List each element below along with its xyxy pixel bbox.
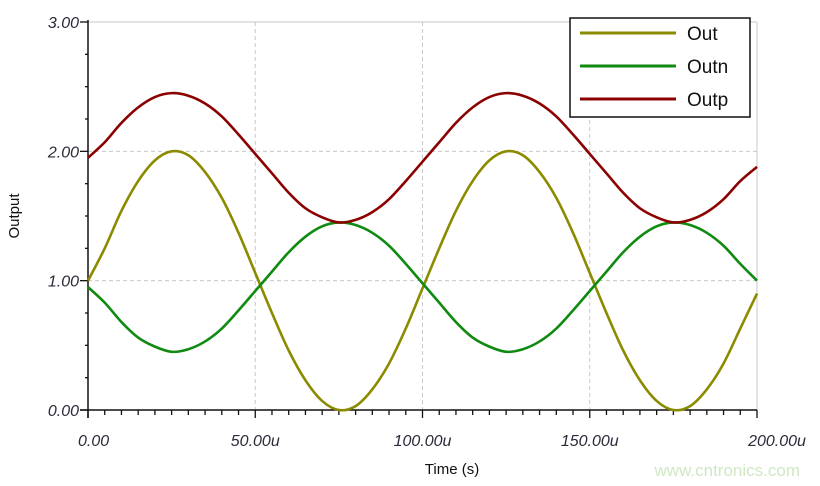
tick-labels: 0.00 50.00u 100.00u 150.00u 200.00u 0.00 1.00 2… bbox=[47, 15, 806, 450]
series-line-outp bbox=[87, 91, 758, 224]
series-line-out bbox=[86, 149, 759, 412]
x-tick-label: 200.00u bbox=[747, 433, 806, 450]
legend: Out Outn Outp bbox=[569, 17, 751, 118]
x-tick-label: 150.00u bbox=[561, 433, 619, 450]
legend-label-outp: Outp bbox=[687, 90, 728, 111]
series-lines bbox=[86, 91, 759, 412]
x-tick-label: 100.00u bbox=[394, 433, 452, 450]
y-tick-label: 2.00 bbox=[47, 144, 79, 161]
grid bbox=[88, 21, 758, 410]
x-axis-label: Time (s) bbox=[425, 461, 479, 478]
y-axis-label: Output bbox=[6, 193, 23, 239]
series-line-outn bbox=[87, 221, 758, 354]
y-tick-label: 0.00 bbox=[48, 403, 79, 420]
watermark: www.cntronics.com bbox=[654, 461, 800, 480]
y-tick-label: 1.00 bbox=[48, 274, 79, 291]
x-tick-label: 0.00 bbox=[78, 433, 109, 450]
legend-label-out: Out bbox=[687, 24, 718, 45]
axes bbox=[80, 20, 758, 418]
x-tick-label: 50.00u bbox=[231, 433, 280, 450]
y-tick-label: 3.00 bbox=[48, 15, 79, 32]
legend-label-outn: Outn bbox=[687, 57, 728, 78]
